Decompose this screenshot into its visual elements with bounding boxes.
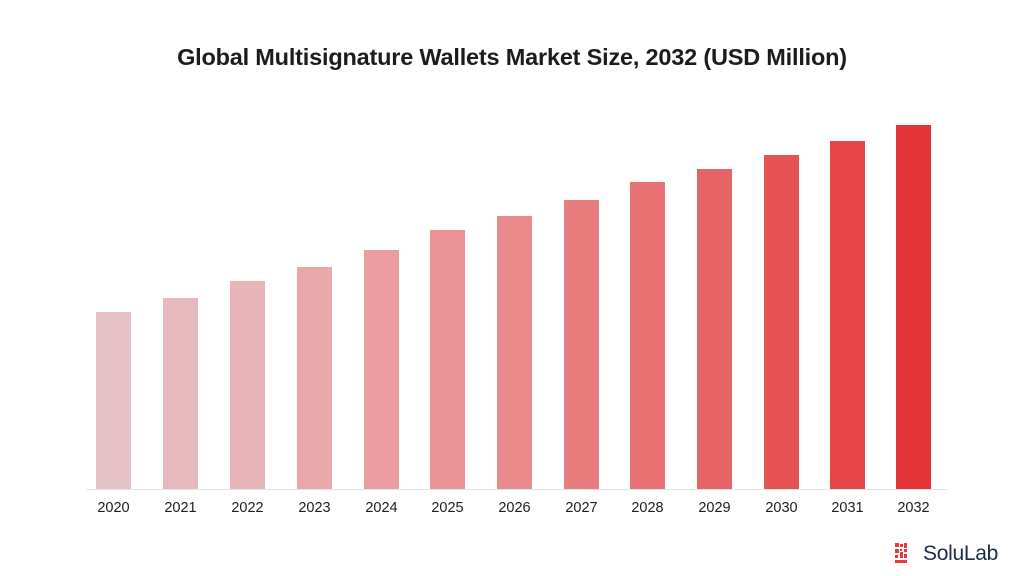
bar-2022 — [230, 281, 265, 489]
bar-2028 — [630, 182, 665, 489]
bar-2029 — [697, 169, 732, 489]
bar-2026 — [497, 216, 532, 489]
x-tick-2029: 2029 — [698, 500, 731, 516]
x-tick-2023: 2023 — [298, 500, 331, 516]
bar-2032 — [896, 125, 931, 489]
pixel-block-logo-icon — [895, 543, 908, 563]
bar-2027 — [564, 200, 599, 489]
bar-2021 — [163, 298, 198, 489]
x-tick-2022: 2022 — [231, 500, 264, 516]
x-tick-2027: 2027 — [565, 500, 598, 516]
solulab-brand-logo: SoluLab — [895, 543, 998, 564]
bar-2031 — [830, 141, 865, 489]
bar-2030 — [764, 155, 799, 489]
bar-2025 — [430, 230, 465, 489]
bar-2024 — [364, 250, 399, 489]
brand-name-label: SoluLab — [923, 542, 998, 565]
bar-2020 — [96, 312, 131, 489]
x-tick-2021: 2021 — [164, 500, 197, 516]
x-tick-2032: 2032 — [897, 500, 930, 516]
chart-title: Global Multisignature Wallets Market Siz… — [177, 44, 847, 70]
x-axis-line — [86, 489, 948, 490]
x-tick-2030: 2030 — [765, 500, 798, 516]
x-tick-2026: 2026 — [498, 500, 531, 516]
x-tick-2028: 2028 — [631, 500, 664, 516]
x-tick-2031: 2031 — [831, 500, 864, 516]
bar-2023 — [297, 267, 332, 489]
x-tick-2020: 2020 — [97, 500, 130, 516]
x-tick-2025: 2025 — [431, 500, 464, 516]
x-tick-2024: 2024 — [365, 500, 398, 516]
